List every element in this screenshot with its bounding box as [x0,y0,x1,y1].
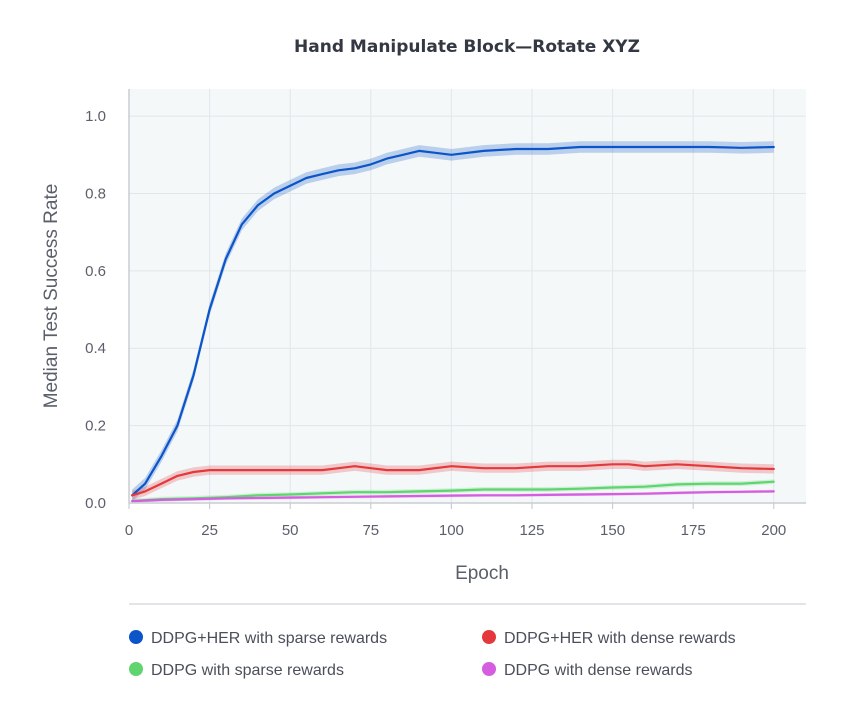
legend: DDPG+HER with sparse rewards DDPG+HER wit… [129,630,736,679]
axes: 0.0 0.2 0.4 0.6 0.8 1.0 0 25 50 75 100 125 150 175 200 [85,89,806,539]
legend-marker-3 [482,662,496,676]
legend-label-3: DDPG with dense rewards [504,662,693,679]
series-line-0 [131,145,775,497]
legend-marker-2 [129,662,143,676]
x-tick-label: 50 [282,522,299,539]
x-tick-label: 75 [362,522,379,539]
x-tick-label: 200 [761,522,786,539]
y-tick-label: 0.6 [85,263,106,280]
series-line-1 [131,463,775,497]
x-tick-label: 100 [439,522,464,539]
x-tick-label: 175 [681,522,706,539]
legend-label-0: DDPG+HER with sparse rewards [151,630,387,647]
chart-title: Hand Manipulate Block—Rotate XYZ [294,37,640,57]
x-tick-label: 0 [125,522,133,539]
x-axis-label: Epoch [455,563,509,584]
y-tick-label: 0.0 [85,495,106,512]
y-tick-label: 0.4 [85,340,106,357]
grid [129,89,806,503]
series-line-3 [131,490,775,503]
y-tick-label: 0.8 [85,185,106,202]
legend-label-2: DDPG with sparse rewards [151,662,344,679]
legend-marker-0 [129,630,143,644]
x-tick-label: 25 [201,522,218,539]
y-axis-label: Median Test Success Rate [41,184,62,409]
legend-label-1: DDPG+HER with dense rewards [504,630,736,647]
x-tick-label: 125 [519,522,544,539]
y-tick-label: 0.2 [85,418,106,435]
series-lines [131,145,775,503]
legend-marker-1 [482,630,496,644]
y-tick-label: 1.0 [85,108,106,125]
x-tick-label: 150 [600,522,625,539]
series-line-2 [131,480,775,503]
